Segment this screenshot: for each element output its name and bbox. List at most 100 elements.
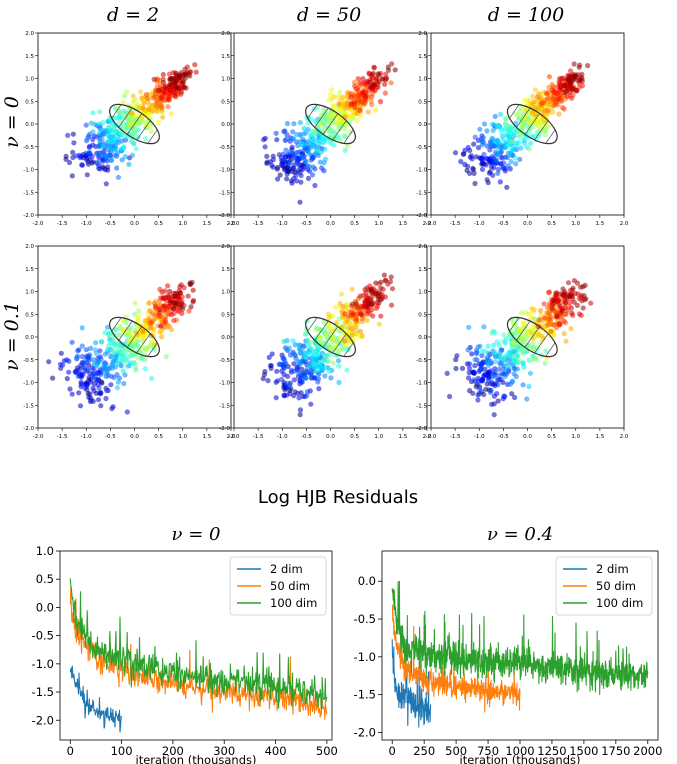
residual-panel-title: ν = 0 [172,524,221,545]
scatter-point [169,311,175,318]
scatter-point [166,323,173,329]
x-tick-label: -1.0 [277,221,288,227]
scatter-point [117,354,123,360]
scatter-point [331,94,337,100]
scatter-point [298,371,304,377]
scatter-point [128,324,134,331]
y-tick-label: -2.0 [219,213,230,219]
scatter-point [496,146,502,152]
scatter-point [90,129,96,135]
scatter-point [299,167,306,173]
scatter-point [491,412,497,418]
scatter-point [58,350,64,356]
scatter-point [563,299,569,306]
scatter-point [145,345,151,351]
scatter-point [96,130,102,137]
scatter-point [501,338,507,344]
scatter-point [504,184,510,190]
scatter-point [140,105,146,111]
scatter-point [538,339,544,345]
y-tick-label: -2.0 [416,213,427,219]
y-tick-label: 0.5 [418,99,427,105]
scatter-point [479,348,485,354]
scatter-point [74,355,80,361]
scatter-point [270,157,276,163]
scatter-panel-3: -2.0 -1.5 -1.0 -0.5 0.0 0.5 1.0 1.5 2.0-2.0-1.5-… [416,31,629,227]
scatter-point [542,360,548,366]
series-group [69,578,328,733]
scatter-point [135,316,141,322]
scatter-point [174,293,180,299]
residual-panel-title: ν = 0.4 [487,524,553,545]
scatter-point [335,358,342,364]
scatter-point [569,95,575,101]
scatter-point [313,327,319,333]
obstacle-hatch [136,333,151,354]
scatter-point [314,352,320,359]
scatter-points [261,61,398,205]
scatter-point [269,162,275,168]
scatter-point [567,68,574,74]
scatter-point [295,149,301,155]
y-tick-label: 1.0 [418,77,427,83]
x-tick-label: 0.0 [130,221,139,227]
scatter-point [159,289,165,295]
scatter-point [533,355,540,361]
scatter-point [472,356,478,363]
scatter-point [166,294,172,300]
scatter-point [466,365,473,371]
series-line-2-dim [69,665,123,733]
scatter-point [179,310,185,316]
scatter-point [132,300,138,306]
scatter-point [110,138,116,144]
scatter-point [173,300,179,306]
scatter-point [306,151,312,157]
residual-panel-2: ν = 0.4 0 250 500 750 1000 1250 1500 1750 2000 -2.… [354,524,663,764]
scatter-point [376,321,382,327]
scatter-point [283,147,289,153]
scatter-point [574,302,581,308]
scatter-point [88,120,94,126]
scatter-point [161,90,167,96]
y-tick-label: 0.0 [358,574,376,588]
scatter-point [143,136,149,142]
scatter-point [66,159,73,166]
scatter-point [465,347,471,353]
scatter-point [530,340,536,346]
scatter-point [116,375,123,381]
scatter-point [353,301,359,307]
scatter-point [488,358,494,365]
scatter-point [284,132,290,138]
scatter-point [130,93,136,99]
y-tick-label: 0.0 [221,122,230,128]
scatter-point [103,153,109,159]
scatter-point [489,159,496,165]
scatter-point [104,388,110,394]
scatter-point [303,375,309,381]
scatter-point [118,130,124,136]
scatter-point [121,347,127,353]
y-tick-label: -1.5 [416,403,427,409]
scatter-point [132,311,138,317]
scatter-point [490,128,496,134]
scatter-point [281,361,287,367]
scatter-point [274,164,281,171]
obstacle-hatch [136,120,151,141]
y-tick-label: 1.5 [25,54,34,60]
scatter-point [501,332,507,338]
scatter-point [298,172,304,179]
scatter-point [497,179,503,185]
y-tick-label: -1.0 [354,650,376,664]
scatter-point [563,338,569,344]
scatter-point [185,293,191,299]
scatter-point [94,377,100,383]
column-title-d2: d = 2 [107,4,159,26]
scatter-point [168,76,174,82]
scatter-point [115,361,121,367]
scatter-point [546,74,553,80]
scatter-point [489,401,495,407]
scatter-point [493,139,500,145]
scatter-point [505,163,511,169]
scatter-point [326,96,332,102]
scatter-point [481,324,487,330]
